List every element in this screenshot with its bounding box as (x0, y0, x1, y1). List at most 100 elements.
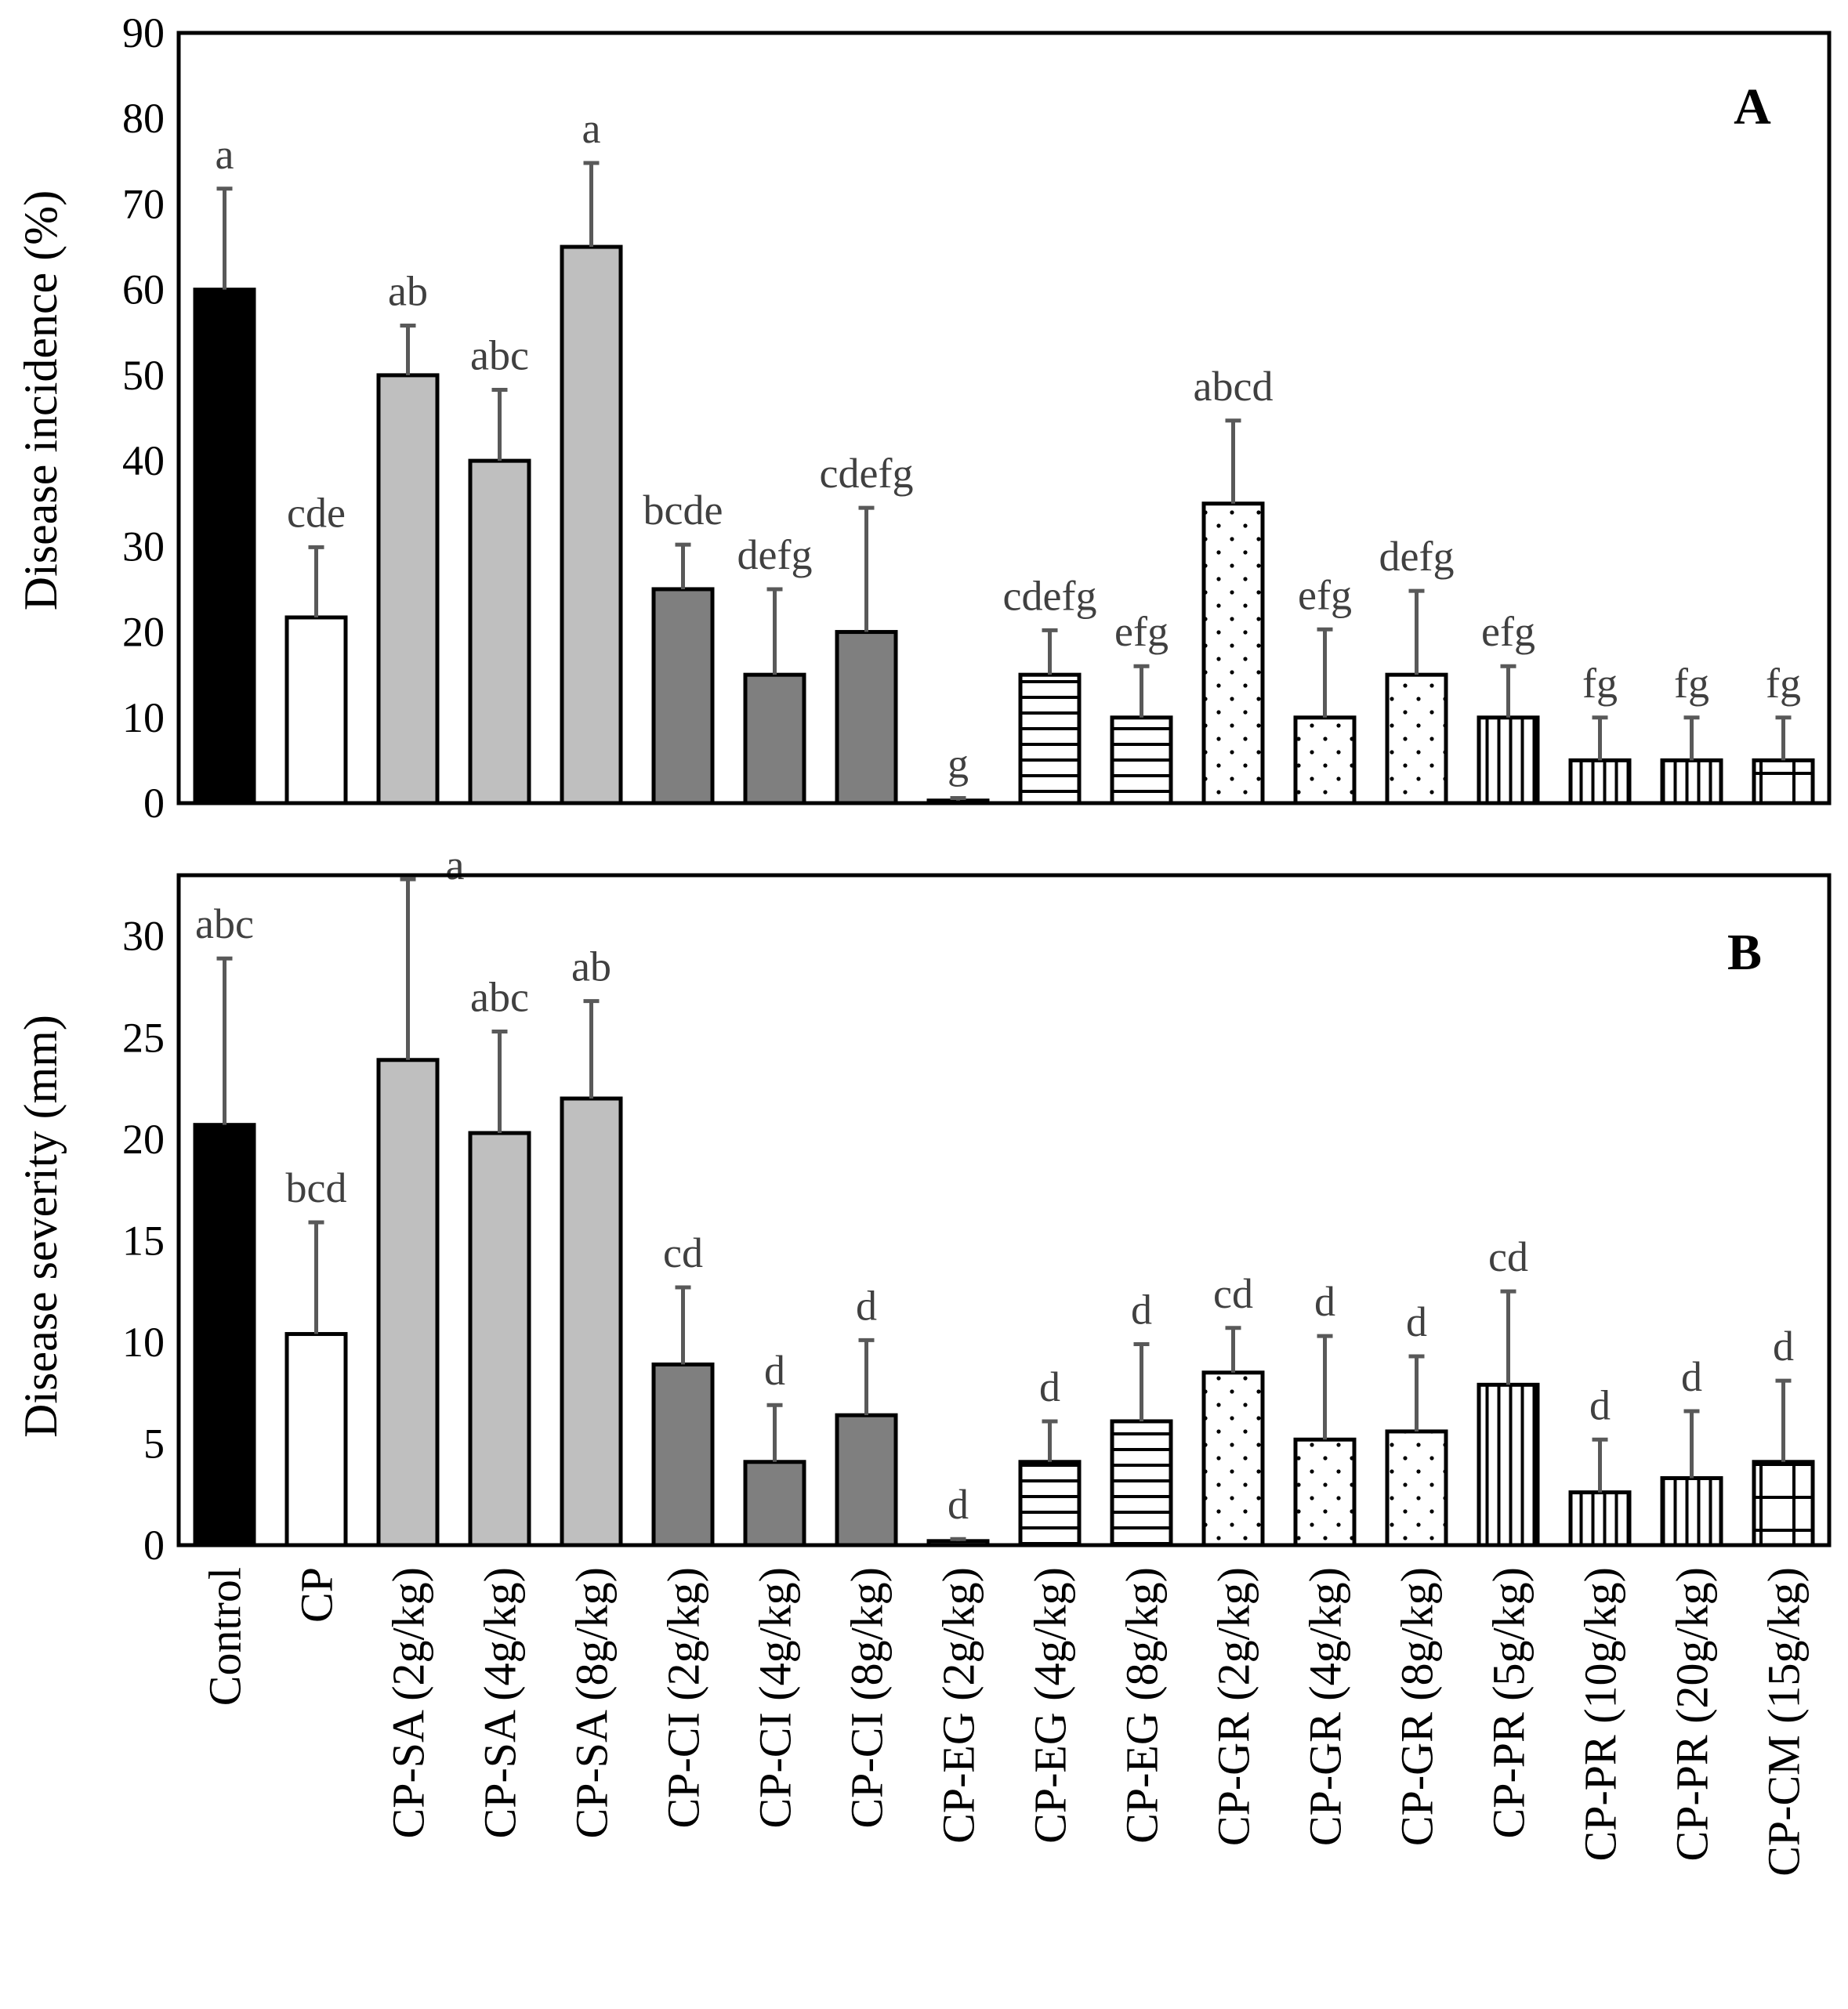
panel-a-y-tick-label: 30 (122, 523, 165, 570)
significance-letter: d (1039, 1363, 1060, 1410)
panel-a-significance-letters: acdeababcabcdedefgcdefggcdefgefgabcdefgd… (216, 105, 1801, 787)
bar (1201, 501, 1265, 805)
bar (1660, 1476, 1723, 1547)
x-axis-category-label: CP-GR (2g/kg) (1208, 1567, 1259, 1846)
significance-letter: defg (737, 531, 813, 578)
significance-letter: fg (1674, 660, 1709, 707)
panel-b-y-tick-label: 5 (143, 1420, 165, 1467)
bar (835, 1413, 898, 1547)
x-axis-category-label: CP-GR (8g/kg) (1392, 1567, 1443, 1846)
significance-letter: defg (1379, 533, 1455, 580)
bar (1293, 715, 1357, 805)
panel-a-plot-frame (176, 31, 1832, 805)
panel-a-y-tick-labels: 0 10 20 30 40 50 60 70 80 90 (122, 9, 165, 827)
bar (1293, 1437, 1357, 1547)
panel-b-y-tick-label: 0 (143, 1522, 165, 1569)
significance-letter: d (1589, 1381, 1611, 1428)
panel-a-y-tick-label: 0 (143, 780, 165, 827)
significance-letter: abc (195, 900, 254, 947)
bar (1752, 758, 1815, 805)
significance-letter: abcd (1194, 363, 1274, 410)
bar (376, 373, 440, 805)
bar (1201, 1370, 1265, 1547)
x-axis-category-label: CP-GR (4g/kg) (1300, 1567, 1351, 1846)
bar (1110, 715, 1173, 805)
x-axis-category-label: CP-PR (5g/kg) (1484, 1567, 1535, 1838)
bar (468, 458, 531, 805)
significance-letter: d (1773, 1323, 1794, 1370)
panel-a-y-tick-label: 80 (122, 95, 165, 142)
panel-a-y-tick-label: 70 (122, 180, 165, 227)
bar (743, 1460, 806, 1547)
panel-a-bars (193, 244, 1815, 805)
significance-letter: d (856, 1282, 877, 1329)
bar (1568, 1490, 1632, 1547)
bar (743, 672, 806, 805)
x-axis-category-label: CP-EG (2g/kg) (933, 1567, 984, 1844)
bar (835, 630, 898, 805)
bar (1110, 1419, 1173, 1547)
x-axis-category-label: CP-EG (4g/kg) (1025, 1567, 1076, 1844)
panel-a-y-tick-label: 20 (122, 609, 165, 656)
significance-letter: efg (1481, 608, 1535, 655)
significance-letter: bcd (286, 1164, 347, 1211)
x-axis-category-label: CP-CM (15g/kg) (1759, 1567, 1810, 1877)
panel-a-y-axis-label: Disease incidence (%) (15, 190, 67, 610)
panel-a-y-tick-label: 60 (122, 266, 165, 313)
x-axis-category-label: CP-EG (8g/kg) (1117, 1567, 1168, 1844)
panel-b-plot-frame (176, 873, 1832, 1547)
bar (1385, 1429, 1448, 1547)
significance-letter: d (948, 1481, 969, 1528)
significance-letter: d (1131, 1287, 1152, 1334)
bar (193, 288, 256, 805)
bar (1477, 1382, 1540, 1547)
x-axis-category-label: CP-CI (8g/kg) (842, 1567, 893, 1829)
significance-letter: a (582, 105, 601, 152)
significance-letter: cd (1488, 1233, 1528, 1280)
bar (1660, 758, 1723, 805)
x-axis-category-label: CP (292, 1567, 342, 1623)
x-axis-category-labels: Control CP CP-SA (2g/kg) CP-SA (4g/kg) CP-SA… (200, 1567, 1810, 1877)
significance-letter: efg (1298, 571, 1352, 618)
panel-b-y-axis-label: Disease severity (mm) (15, 1015, 67, 1438)
significance-letter: abc (470, 331, 529, 378)
x-axis-category-label: CP-PR (10g/kg) (1575, 1567, 1626, 1861)
significance-letter: a (216, 131, 234, 178)
significance-letter: d (1314, 1278, 1335, 1325)
significance-letter: cdefg (1003, 572, 1097, 619)
panel-b-y-tick-label: 25 (122, 1014, 165, 1061)
significance-letter: efg (1114, 608, 1169, 655)
bar (193, 1123, 256, 1547)
bar (1018, 672, 1082, 805)
significance-letter: cd (663, 1229, 703, 1276)
x-axis-category-label: CP-SA (8g/kg) (567, 1567, 618, 1838)
bar (1752, 1460, 1815, 1547)
x-axis-category-label: CP-SA (4g/kg) (475, 1567, 526, 1838)
bar (651, 1362, 715, 1547)
panel-a-panel-label: A (1734, 78, 1771, 136)
bar (1385, 672, 1448, 805)
panel-b-panel-label: B (1727, 924, 1762, 981)
significance-letter: a (446, 842, 465, 889)
panel-a-y-tick-label: 90 (122, 9, 165, 56)
bar (560, 1096, 623, 1547)
bar (1477, 715, 1540, 805)
panel-a-y-tick-label: 50 (122, 352, 165, 399)
panel-b-group: 0 5 10 15 20 25 30 Disease severity (mm) abc bcd a… (15, 842, 1832, 1569)
significance-letter: g (948, 740, 969, 787)
significance-letter: d (764, 1347, 785, 1394)
significance-letter: ab (571, 943, 611, 990)
bar (284, 1332, 348, 1547)
x-axis-category-label: CP-CI (2g/kg) (658, 1567, 709, 1829)
panel-a-y-tick-label: 10 (122, 694, 165, 741)
significance-letter: abc (470, 974, 529, 1021)
bar (1568, 758, 1632, 805)
x-axis-category-label: CP-CI (4g/kg) (750, 1567, 801, 1829)
panel-b-y-tick-labels: 0 5 10 15 20 25 30 (122, 913, 165, 1569)
significance-letter: bcde (643, 487, 723, 534)
panel-a-group: 0 10 20 30 40 50 60 70 80 90 Disease incidence (%)… (15, 9, 1832, 827)
significance-letter: ab (388, 268, 428, 315)
